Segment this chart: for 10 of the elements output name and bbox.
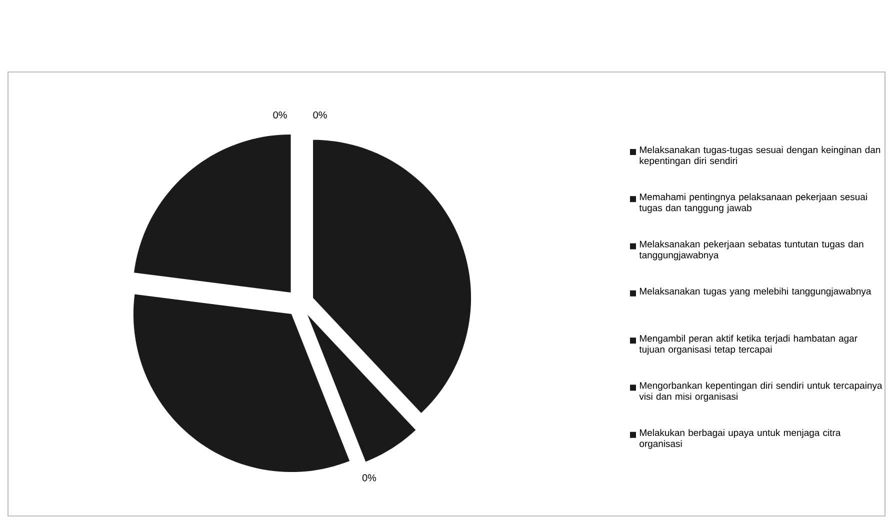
legend-label: Memahami pentingnya pelaksanaan pekerjaan sesuai tugas dan tanggung jawab xyxy=(639,193,867,214)
legend-label: Melakukan berbagai upaya untuk menjaga citra organisasi xyxy=(640,429,841,449)
legend-label: Melaksanakan tugas yang melebihi tanggungjawabnya xyxy=(640,288,872,296)
legend-label: Mengambil peran aktif ketika terjadi hambatan agar tujuan organisasi tetap tercapai xyxy=(639,334,858,355)
legend-label: Melaksanakan pekerjaan sebatas tuntutan tugas dan tanggungjawabnya xyxy=(639,240,864,260)
text: 0% xyxy=(273,111,287,119)
text: 0% xyxy=(362,474,376,482)
text: 0% xyxy=(313,111,327,119)
legend-label: Mengorbankan kepentingan diri sendiri untuk tercapainya visi dan misi organisasi xyxy=(639,382,882,402)
legend-label: Melaksanakan tugas-tugas sesuai dengan keinginan dan kepentingan diri sendiri xyxy=(640,146,880,166)
